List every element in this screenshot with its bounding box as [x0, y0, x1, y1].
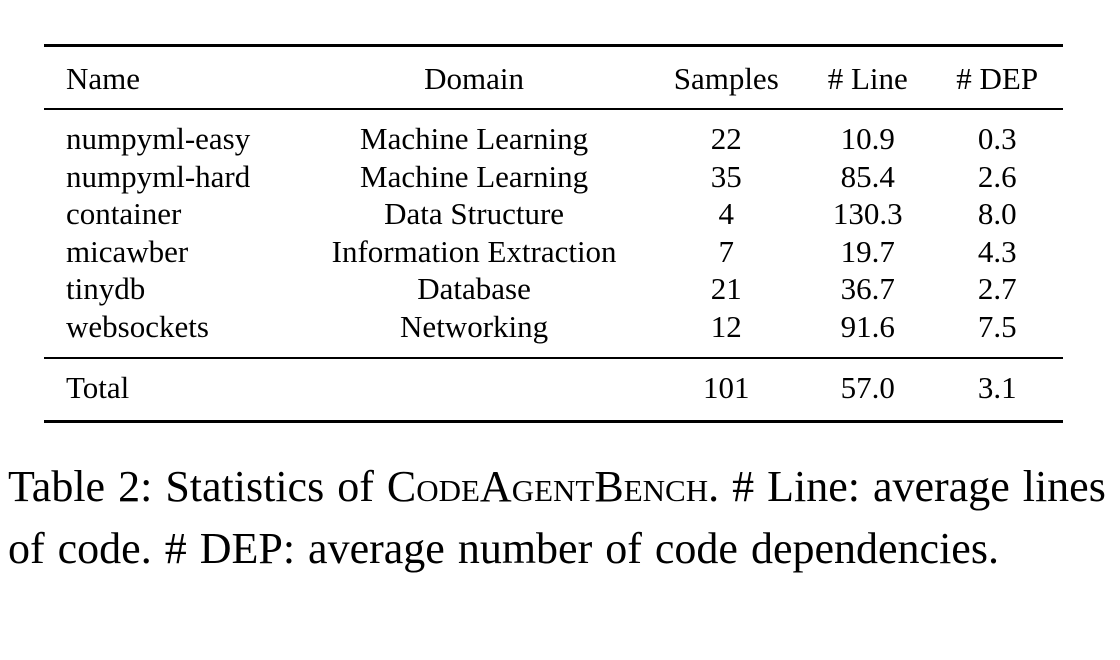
table-row: websockets Networking 12 91.6 7.5 — [44, 308, 1063, 359]
cell-line: 130.3 — [832, 196, 903, 232]
cell-samples: 21 — [710, 271, 742, 307]
cell-samples: 22 — [710, 121, 742, 157]
header-row: Name Domain Samples # Line # DEP — [44, 45, 1063, 110]
cell-line: 10.9 — [840, 121, 895, 157]
table-footer: Total 101 57.0 3.1 — [44, 358, 1063, 422]
cell-name: numpyml-easy — [66, 121, 251, 157]
total-line: 57.0 — [840, 370, 895, 406]
cell-name: micawber — [66, 233, 189, 269]
cell-domain: Data Structure — [384, 196, 565, 232]
cell-dep: 2.6 — [977, 158, 1017, 194]
cell-line: 91.6 — [840, 308, 895, 344]
cell-domain: Database — [417, 271, 531, 307]
cell-samples: 4 — [718, 196, 734, 232]
cell-name: websockets — [66, 308, 209, 344]
cell-line: 85.4 — [840, 158, 895, 194]
cell-dep: 4.3 — [977, 233, 1017, 269]
total-label: Total — [66, 370, 130, 406]
stats-table: Name Domain Samples # Line # DEP numpyml… — [44, 44, 1063, 423]
cell-dep: 7.5 — [977, 308, 1017, 344]
cell-domain: Machine Learning — [360, 158, 589, 194]
cell-samples: 7 — [718, 233, 734, 269]
table-row: numpyml-hard Machine Learning 35 85.4 2.… — [44, 158, 1063, 196]
caption-text-after: . # Line: average lines of code. # DEP: … — [8, 462, 1106, 573]
cell-line: 19.7 — [840, 233, 895, 269]
cell-dep: 8.0 — [977, 196, 1017, 232]
header-dep: # DEP — [956, 61, 1039, 96]
total-samples: 101 — [702, 370, 750, 406]
header-line: # Line — [827, 61, 908, 96]
cell-name: container — [66, 196, 182, 232]
cell-domain: Machine Learning — [360, 121, 589, 157]
total-domain — [300, 358, 649, 422]
header-samples: Samples — [673, 61, 779, 96]
caption-text-before: Statistics of — [165, 462, 374, 511]
table-caption: Table 2: Statistics of CodeAgentBench. #… — [8, 456, 1113, 580]
caption-label: Table 2: — [8, 462, 153, 511]
table-body: numpyml-easy Machine Learning 22 10.9 0.… — [44, 109, 1063, 358]
header-name: Name — [66, 61, 141, 96]
cell-samples: 12 — [710, 308, 742, 344]
total-row: Total 101 57.0 3.1 — [44, 358, 1063, 422]
cell-dep: 0.3 — [977, 121, 1017, 157]
table-row: tinydb Database 21 36.7 2.7 — [44, 270, 1063, 308]
cell-name: numpyml-hard — [66, 158, 251, 194]
table-row: container Data Structure 4 130.3 8.0 — [44, 195, 1063, 233]
cell-line: 36.7 — [840, 271, 895, 307]
total-dep: 3.1 — [977, 370, 1017, 406]
table-row: numpyml-easy Machine Learning 22 10.9 0.… — [44, 109, 1063, 158]
table-header: Name Domain Samples # Line # DEP — [44, 45, 1063, 110]
stats-table-container: Name Domain Samples # Line # DEP numpyml… — [44, 44, 1063, 423]
cell-domain: Networking — [400, 308, 549, 344]
header-domain: Domain — [424, 61, 525, 96]
cell-samples: 35 — [710, 158, 742, 194]
table-row: micawber Information Extraction 7 19.7 4… — [44, 233, 1063, 271]
benchmark-name: CodeAgentBench — [386, 462, 709, 511]
cell-dep: 2.7 — [977, 271, 1017, 307]
cell-domain: Information Extraction — [331, 233, 617, 269]
cell-name: tinydb — [66, 271, 146, 307]
